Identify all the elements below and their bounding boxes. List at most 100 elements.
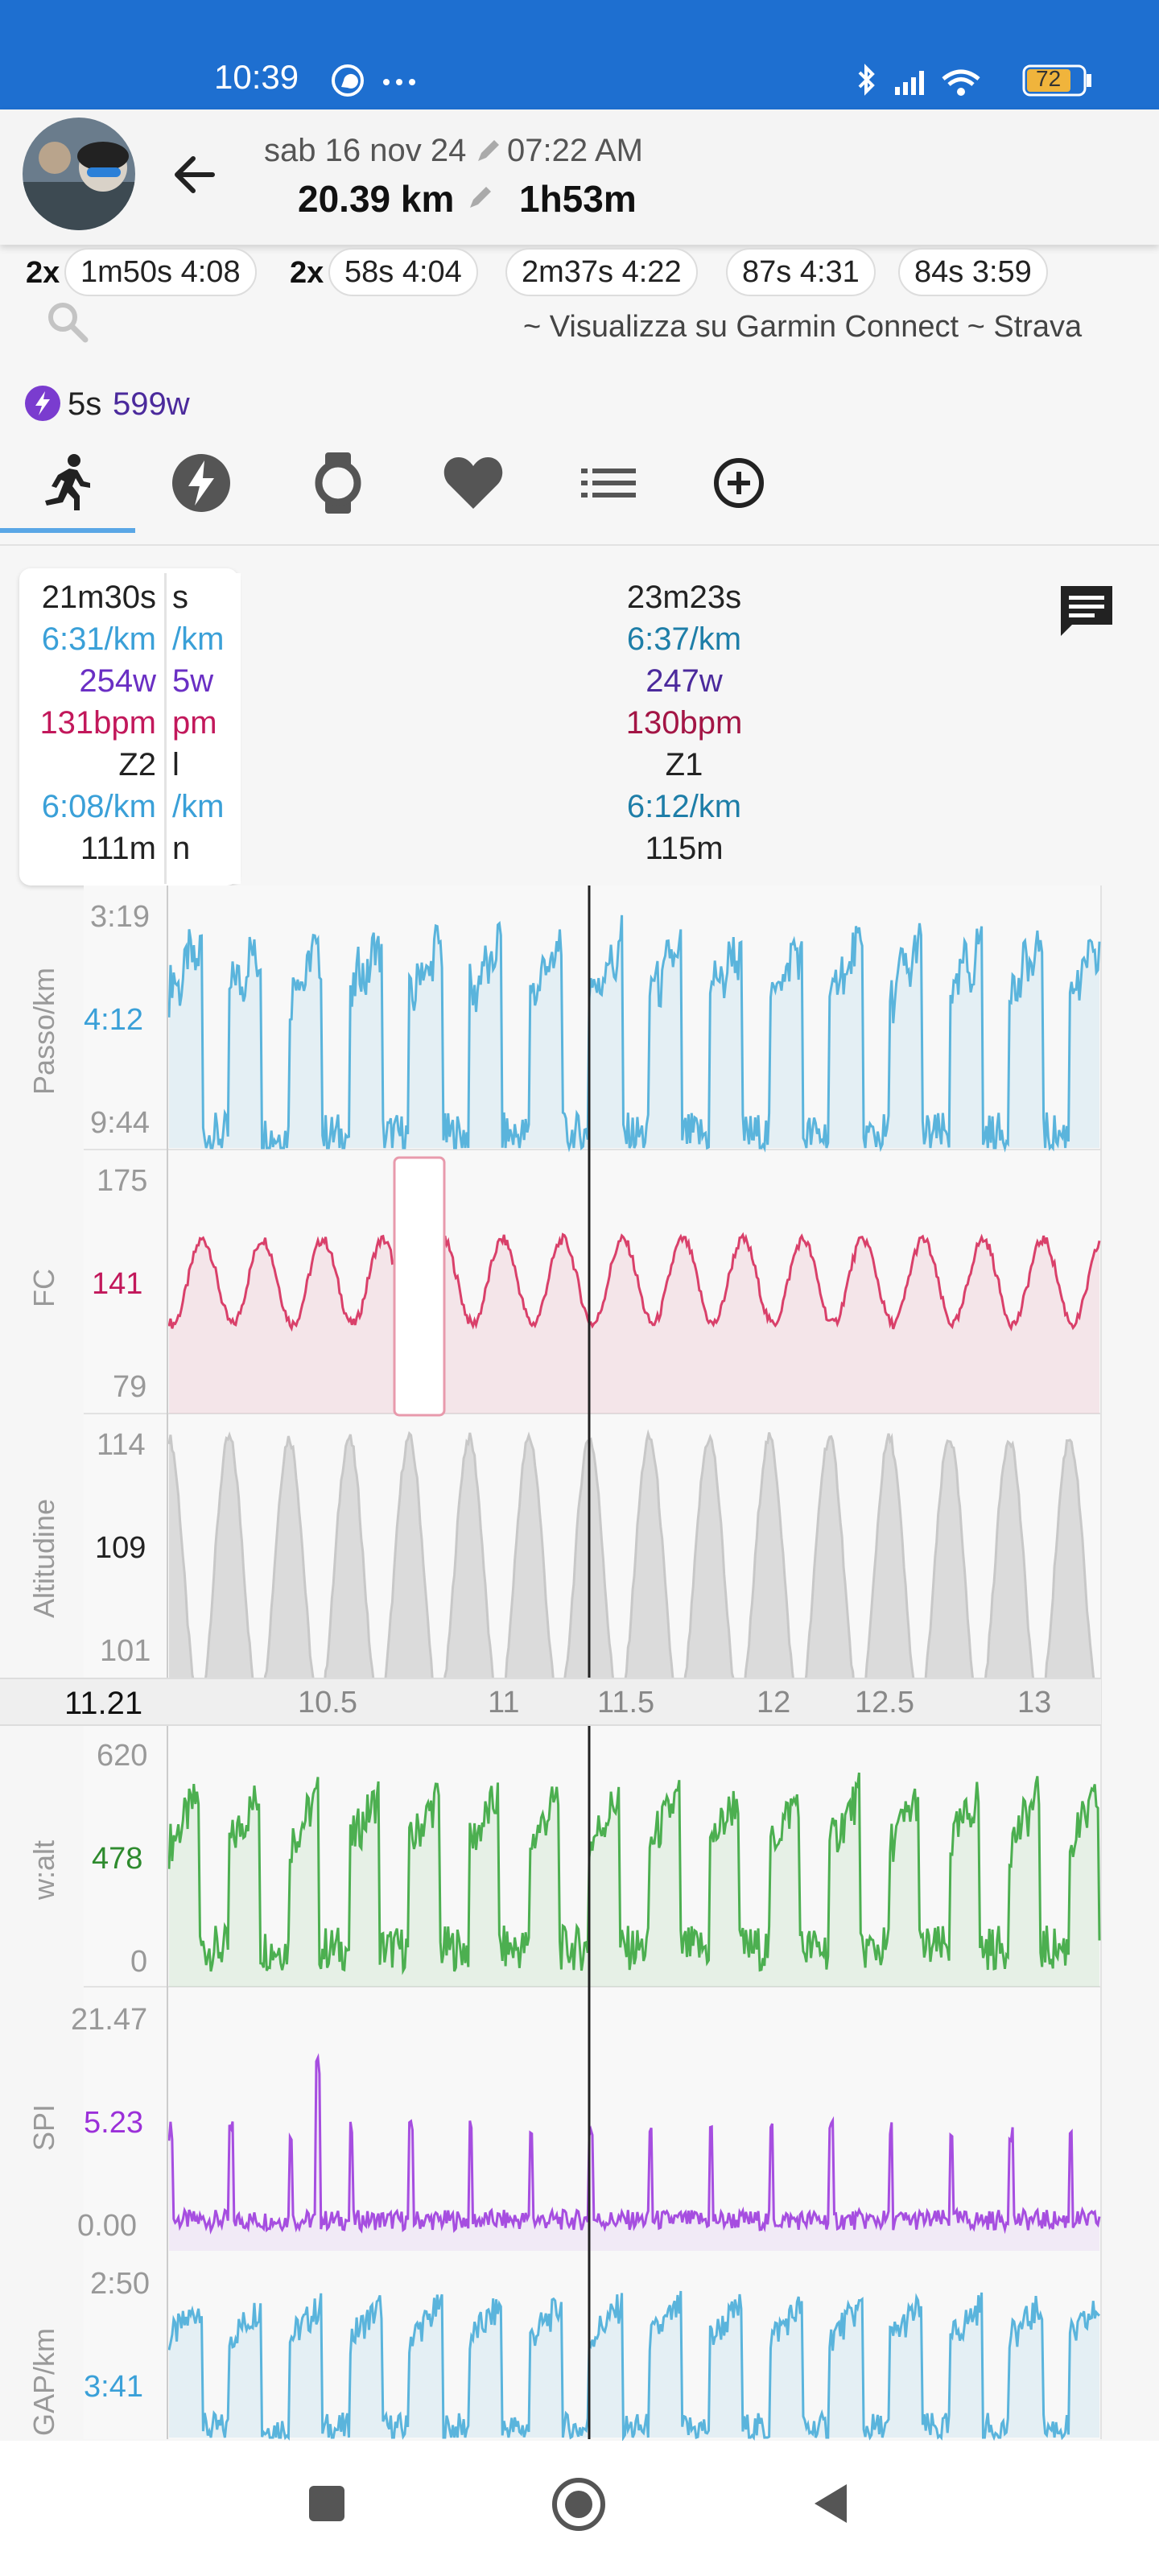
power-axis-label: w:alt bbox=[27, 1839, 60, 1900]
spi-axis-label: SPI bbox=[27, 2103, 60, 2151]
alt-axis-mid: 109 bbox=[95, 1531, 146, 1565]
peek-info-elevation: n bbox=[172, 831, 191, 866]
peek-info-pace: /km bbox=[172, 621, 225, 657]
distance-current: 11.21 bbox=[64, 1686, 143, 1721]
distance-tick: 12 bbox=[757, 1686, 791, 1719]
lightning-icon bbox=[25, 386, 60, 421]
interval-pill[interactable]: 58s 4:04 bbox=[328, 248, 478, 296]
cursor-info-power: 247w bbox=[645, 663, 723, 699]
run-icon[interactable] bbox=[34, 451, 98, 515]
left-info-time: 21m30s bbox=[41, 580, 156, 615]
back-nav-icon[interactable] bbox=[808, 2479, 853, 2528]
gap-series bbox=[167, 2290, 1101, 2441]
hr-selection-box bbox=[393, 1156, 446, 1417]
hr-axis-top: 175 bbox=[97, 1164, 148, 1198]
home-icon[interactable] bbox=[551, 2476, 607, 2533]
peek-info-gap: /km bbox=[172, 789, 225, 824]
left-info-hr: 131bpm bbox=[39, 705, 156, 741]
comment-icon[interactable] bbox=[1056, 581, 1117, 642]
peek-info-hr: pm bbox=[172, 705, 217, 741]
avatar[interactable] bbox=[23, 118, 135, 230]
pace-series-area bbox=[169, 914, 1099, 1148]
peek-info-time: s bbox=[172, 580, 188, 615]
peek-info-zone: l bbox=[172, 747, 179, 782]
hr-axis-mid: 141 bbox=[92, 1267, 143, 1301]
edit-distance-pencil-icon[interactable] bbox=[465, 184, 494, 213]
peek-divider bbox=[164, 573, 241, 884]
plus-circle-icon[interactable] bbox=[707, 451, 771, 515]
left-info-gap: 6:08/km bbox=[41, 789, 156, 824]
gap-axis-top: 2:50 bbox=[90, 2267, 150, 2301]
gap-series-area bbox=[169, 2291, 1099, 2438]
tab-divider bbox=[0, 544, 1159, 546]
search-icon[interactable] bbox=[43, 298, 92, 346]
power-axis-bottom: 0 bbox=[130, 1945, 148, 1979]
pace-axis-label: Passo/km bbox=[27, 967, 60, 1095]
pace-series bbox=[167, 914, 1101, 1153]
pace-axis-top: 3:19 bbox=[90, 900, 150, 934]
distance-tick: 10.5 bbox=[298, 1686, 357, 1719]
left-info-values: 21m30s 6:31/km 254w 131bpm Z2 6:08/km 11… bbox=[21, 576, 156, 869]
distance-tick: 11 bbox=[488, 1686, 520, 1719]
cursor-info-values: 23m23s 6:37/km 247w 130bpm Z1 6:12/km 11… bbox=[588, 576, 781, 869]
hr-series-line bbox=[167, 1232, 1101, 1332]
gap-axis-mid: 3:41 bbox=[84, 2370, 143, 2404]
activity-duration: 1h53m bbox=[519, 178, 637, 220]
edit-date-pencil-icon[interactable] bbox=[473, 137, 502, 166]
gap-series-line bbox=[167, 2290, 1101, 2441]
cursor-info-hr: 130bpm bbox=[625, 705, 743, 741]
distance-axis bbox=[0, 1678, 1101, 1726]
status-notification-icons bbox=[332, 64, 415, 97]
pace-axis-mid: 4:12 bbox=[84, 1003, 143, 1037]
cursor-info-pace: 6:37/km bbox=[626, 621, 742, 657]
spi-series-line bbox=[167, 2053, 1101, 2235]
heart-icon[interactable] bbox=[441, 451, 505, 515]
activity-distance: 20.39 km bbox=[298, 178, 455, 220]
power-peak-duration: 5s bbox=[68, 386, 102, 422]
cursor-info-time: 23m23s bbox=[626, 580, 742, 615]
peek-info-values: s /km 5w pm l /km n bbox=[172, 576, 237, 869]
distance-tick: 11.5 bbox=[597, 1686, 655, 1719]
recent-apps-icon[interactable] bbox=[306, 2483, 348, 2524]
interval-repeat-count: 2x bbox=[26, 256, 60, 290]
external-links[interactable]: ~ Visualizza su Garmin Connect ~ Strava bbox=[523, 310, 1083, 344]
back-arrow-icon[interactable] bbox=[169, 149, 221, 200]
interval-pill[interactable]: 1m50s 4:08 bbox=[64, 248, 257, 296]
hr-axis-bottom: 79 bbox=[113, 1370, 147, 1404]
cursor-info-gap: 6:12/km bbox=[626, 789, 742, 824]
power-peak-value: 599w bbox=[113, 386, 190, 422]
alt-axis-bottom: 101 bbox=[100, 1634, 151, 1668]
interval-pill[interactable]: 2m37s 4:22 bbox=[505, 248, 698, 296]
status-time: 10:39 bbox=[214, 58, 299, 96]
activity-start-time: 07:22 AM bbox=[507, 133, 644, 168]
status-bar bbox=[0, 0, 1159, 109]
cursor-info-zone: Z1 bbox=[665, 747, 703, 782]
pace-series-line bbox=[167, 914, 1101, 1153]
watch-icon[interactable] bbox=[306, 451, 370, 515]
spi-series-area bbox=[169, 2058, 1099, 2251]
left-info-pace: 6:31/km bbox=[41, 621, 156, 657]
left-info-elevation: 111m bbox=[80, 831, 156, 866]
interval-repeat-count: 2x bbox=[290, 256, 324, 290]
activity-date: sab 16 nov 24 bbox=[264, 133, 467, 168]
power-axis-top: 620 bbox=[97, 1739, 148, 1773]
interval-pill[interactable]: 87s 4:31 bbox=[726, 248, 876, 296]
power-series bbox=[167, 1772, 1101, 1987]
alt-axis-top: 114 bbox=[97, 1428, 146, 1462]
spi-axis-top: 21.47 bbox=[71, 2003, 148, 2037]
spi-axis-mid: 5.23 bbox=[84, 2106, 143, 2140]
distance-tick: 13 bbox=[1017, 1686, 1052, 1719]
status-system-icons bbox=[858, 64, 1091, 97]
lightning-tab-icon[interactable] bbox=[169, 451, 233, 515]
battery-level: 72 bbox=[1036, 66, 1062, 91]
spi-axis-bottom: 0.00 bbox=[77, 2209, 137, 2243]
power-axis-mid: 478 bbox=[92, 1842, 143, 1876]
power-series-line bbox=[167, 1772, 1101, 1975]
distance-tick: 12.5 bbox=[855, 1686, 914, 1719]
peek-info-power: 5w bbox=[172, 663, 214, 699]
activity-charts[interactable] bbox=[0, 886, 1159, 2441]
spi-series bbox=[167, 2053, 1101, 2251]
interval-pill[interactable]: 84s 3:59 bbox=[898, 248, 1048, 296]
list-icon[interactable] bbox=[576, 451, 641, 515]
alt-axis-label: Altitudine bbox=[27, 1498, 60, 1618]
